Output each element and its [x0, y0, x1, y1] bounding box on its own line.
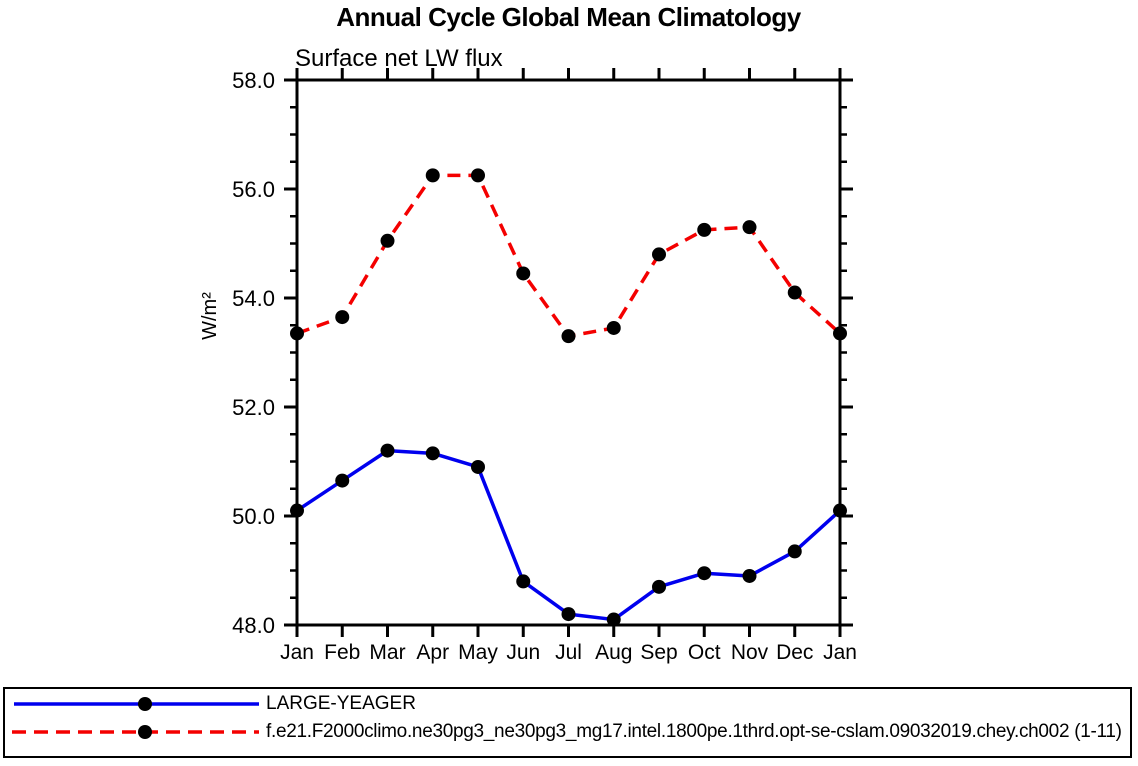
x-axis-tick-label: Dec — [776, 641, 813, 664]
y-axis-tick-label: 52.0 — [232, 395, 275, 420]
legend-label: f.e21.F2000climo.ne30pg3_ne30pg3_mg17.in… — [266, 721, 1122, 742]
data-point-marker — [335, 473, 350, 488]
data-point-marker — [697, 222, 712, 237]
data-point-marker — [833, 326, 847, 341]
data-point-marker — [516, 266, 531, 281]
x-axis-tick-label: Nov — [731, 641, 769, 664]
page-title: Annual Cycle Global Mean Climatology — [336, 2, 801, 32]
x-axis-tick-label: Feb — [324, 641, 360, 664]
x-axis-tick-label: Oct — [688, 641, 721, 664]
data-point-marker — [833, 503, 847, 518]
marker-dot-icon — [138, 697, 152, 711]
legend-line-sample-solid — [14, 697, 259, 711]
legend-line-sample-dashed — [12, 725, 259, 739]
legend-label: LARGE-YEAGER — [266, 693, 416, 714]
data-point-marker — [606, 612, 621, 627]
data-point-marker — [471, 168, 485, 183]
x-axis-tick-label: Jul — [555, 641, 582, 664]
y-axis-tick-label: 58.0 — [232, 68, 275, 93]
data-point-marker — [290, 326, 304, 341]
data-point-marker — [652, 247, 666, 262]
legend-item: f.e21.F2000climo.ne30pg3_ne30pg3_mg17.in… — [9, 721, 1122, 743]
data-point-marker — [787, 285, 802, 300]
data-point-marker — [561, 607, 576, 622]
plot-subtitle: Surface net LW flux — [295, 45, 503, 72]
plot-frame — [295, 78, 842, 627]
data-point-marker — [335, 310, 350, 325]
x-axis-tick-label: Jun — [506, 641, 540, 664]
data-point-marker — [516, 574, 531, 589]
data-point-marker — [425, 168, 440, 183]
data-point-marker — [290, 503, 304, 518]
y-axis-tick-label: 50.0 — [232, 504, 275, 529]
series-line-dashed — [296, 173, 842, 338]
y-axis-tick-label: 54.0 — [232, 286, 275, 311]
x-axis-tick-label: Sep — [640, 641, 677, 664]
x-axis-tick-label: Jan — [280, 641, 314, 664]
data-point-marker — [742, 568, 757, 583]
y-axis-tick-label: 56.0 — [232, 177, 275, 202]
data-point-marker — [606, 320, 621, 335]
series-line-solid — [296, 448, 842, 622]
data-point-marker — [697, 566, 712, 581]
x-axis-tick-label: Mar — [369, 641, 405, 664]
x-axis-tick-label: Jan — [823, 641, 857, 664]
y-axis-tick-label: 48.0 — [232, 613, 275, 638]
marker-dot-icon — [138, 725, 152, 739]
data-point-marker — [561, 329, 576, 344]
x-axis-tick-label: May — [458, 641, 498, 664]
x-axis-tick-label: Aug — [595, 641, 632, 664]
legend: LARGE-YEAGER f.e21.F2000climo.ne30pg3_ne… — [3, 687, 1132, 758]
data-point-marker — [380, 443, 395, 458]
data-point-marker — [471, 459, 485, 474]
x-axis-tick-label: Apr — [416, 641, 449, 664]
data-point-marker — [742, 220, 757, 235]
data-point-marker — [425, 446, 440, 461]
chart-canvas: 48.0 50.0 52.0 54.0 56.0 58.0 Jan Feb Mar Apr May J… — [232, 68, 857, 664]
legend-item: LARGE-YEAGER — [9, 693, 416, 715]
data-point-marker — [787, 544, 802, 559]
data-point-marker — [652, 579, 666, 594]
data-point-marker — [380, 233, 395, 248]
